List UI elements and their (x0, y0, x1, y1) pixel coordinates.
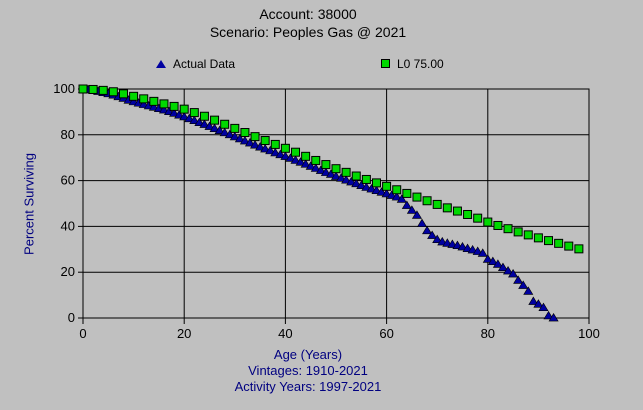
chart-title-account: Account: 38000 (259, 6, 357, 22)
triangle-marker-icon (156, 59, 166, 68)
legend-label-iowa-curve: L0 75.00 (397, 56, 444, 71)
legend-item-actual-data: Actual Data (156, 56, 236, 71)
vintages-annotation: Vintages: 1910-2021 (248, 363, 368, 378)
square-marker-icon (381, 59, 390, 68)
svg-text:80: 80 (61, 127, 75, 142)
svg-text:0: 0 (68, 310, 75, 325)
svg-text:0: 0 (79, 326, 86, 341)
legend-label-actual-data: Actual Data (173, 56, 236, 71)
svg-text:60: 60 (61, 173, 75, 188)
svg-text:80: 80 (481, 326, 495, 341)
svg-text:20: 20 (177, 326, 191, 341)
svg-text:100: 100 (578, 326, 600, 341)
x-axis-title: Age (Years) (273, 347, 343, 362)
legend-item-iowa-curve: L0 75.00 (381, 56, 444, 71)
chart-title-scenario: Scenario: Peoples Gas @ 2021 (209, 24, 407, 40)
svg-text:20: 20 (61, 264, 75, 279)
svg-text:40: 40 (61, 218, 75, 233)
svg-text:40: 40 (278, 326, 292, 341)
activity-years-annotation: Activity Years: 1997-2021 (234, 379, 382, 394)
svg-text:100: 100 (53, 81, 75, 96)
svg-text:60: 60 (379, 326, 393, 341)
